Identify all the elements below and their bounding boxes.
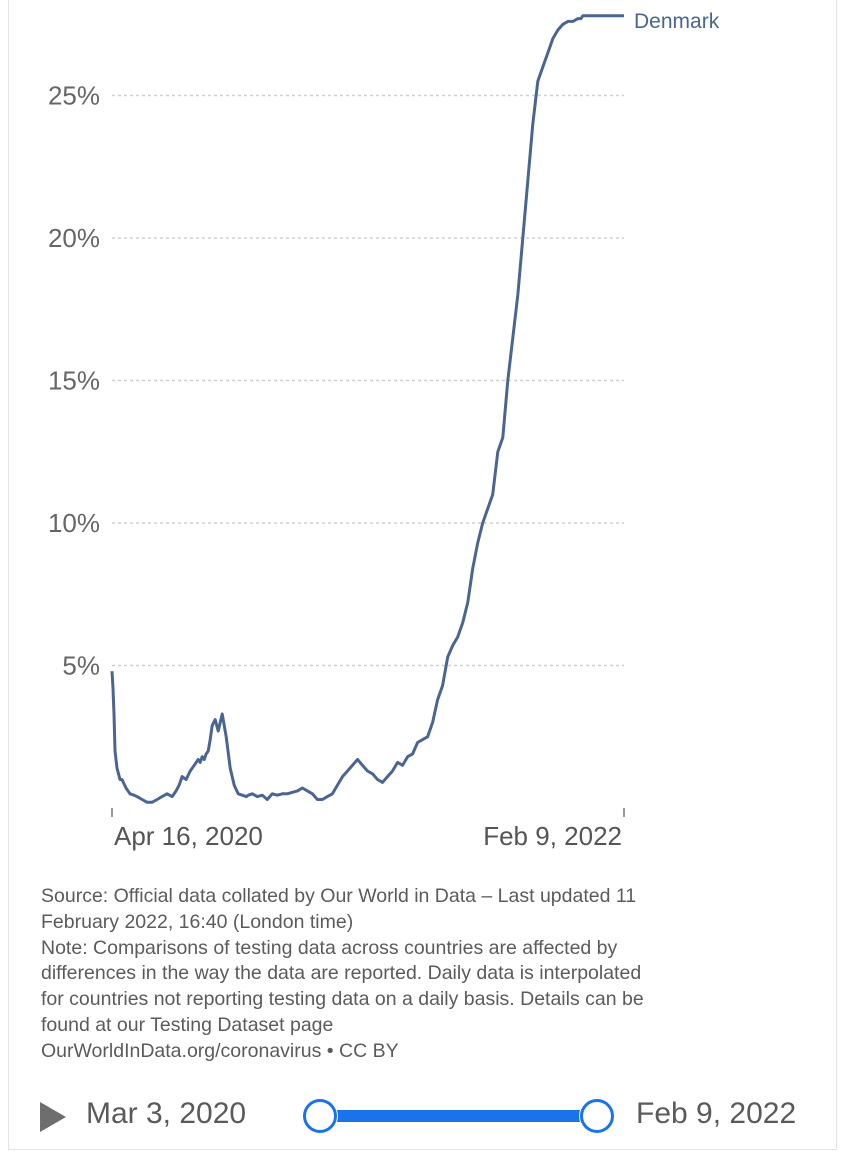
play-icon[interactable]	[40, 1102, 66, 1132]
note-line-2: differences in the way the data are repo…	[41, 962, 642, 985]
note-line-1: Note: Comparisons of testing data across…	[41, 936, 618, 959]
x-tick-label: Feb 9, 2022	[483, 821, 622, 851]
timeline-controls: Mar 3, 2020 Feb 9, 2022	[0, 1085, 847, 1145]
y-tick-label: 10%	[48, 508, 100, 538]
y-tick-label: 20%	[48, 223, 100, 253]
timeline-end-handle[interactable]	[580, 1099, 614, 1133]
chart-footer: Source: Official data collated by Our Wo…	[41, 884, 781, 1065]
x-tick-label: Apr 16, 2020	[114, 821, 263, 851]
y-tick-label: 15%	[48, 366, 100, 396]
timeline-start-handle[interactable]	[303, 1099, 337, 1133]
source-line-1: Source: Official data collated by Our Wo…	[41, 885, 637, 907]
credit-line[interactable]: OurWorldInData.org/coronavirus • CC BY	[41, 1039, 399, 1062]
timeline-start-date: Mar 3, 2020	[86, 1097, 247, 1130]
source-line-2: February 2022, 16:40 (London time)	[41, 910, 354, 933]
chart-frame	[8, 0, 837, 1150]
y-tick-label: 5%	[62, 651, 100, 681]
y-tick-label: 25%	[48, 81, 100, 111]
note-line-4: found at our Testing Dataset page	[41, 1013, 334, 1036]
series-line-denmark	[110, 14, 625, 804]
series-label-denmark: Denmark	[634, 10, 720, 33]
note-line-3: for countries not reporting testing data…	[41, 988, 644, 1011]
timeline-track[interactable]	[320, 1110, 598, 1122]
timeline-end-date: Feb 9, 2022	[636, 1097, 797, 1130]
positive-rate-chart: 5% 10% 15% 20% 25% Apr 16, 2020 Feb 9, 2022 Den…	[48, 10, 720, 851]
